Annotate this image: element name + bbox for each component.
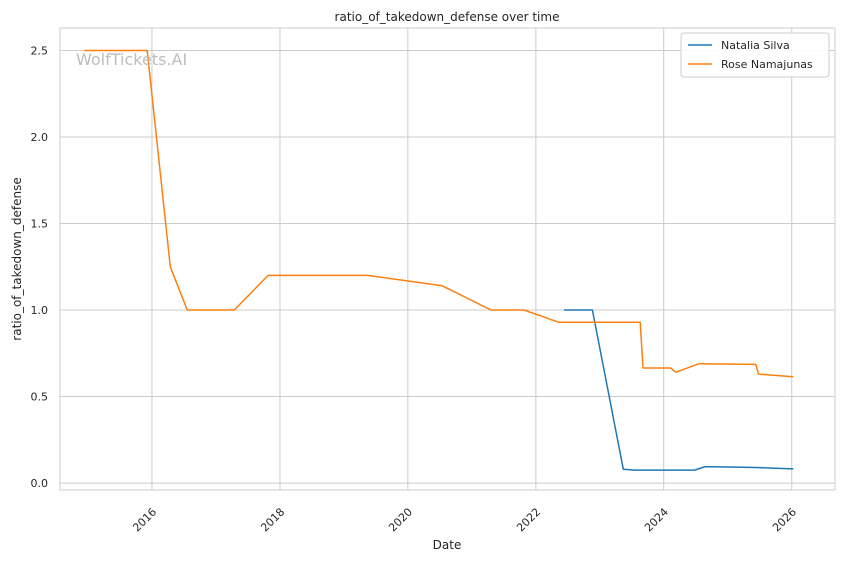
y-tick-label: 1.5: [31, 218, 49, 231]
x-tick-label: 2024: [642, 505, 671, 534]
x-tick-label: 2026: [770, 505, 799, 534]
watermark: WolfTickets.AI: [76, 50, 187, 69]
x-tick-labels: 2016 2018 2020 2022 2024 2026: [130, 505, 799, 534]
series-layer: [84, 49, 794, 471]
grid-lines: [60, 28, 835, 490]
x-tick-label: 2018: [258, 505, 287, 534]
x-tick-label: 2016: [130, 505, 159, 534]
legend-label-rose-namajunas: Rose Namajunas: [721, 58, 813, 71]
x-tick-label: 2022: [514, 505, 543, 534]
y-tick-label: 0.5: [31, 391, 49, 404]
y-axis-label: ratio_of_takedown_defense: [10, 177, 24, 340]
legend: Natalia Silva Rose Namajunas: [680, 32, 830, 78]
y-tick-label: 1.0: [31, 304, 49, 317]
legend-box: [680, 32, 830, 78]
x-axis-label: Date: [433, 538, 462, 552]
chart-title: ratio_of_takedown_defense over time: [335, 10, 560, 24]
y-tick-label: 2.0: [31, 131, 49, 144]
y-tick-label: 0.0: [31, 477, 49, 490]
x-tick-label: 2020: [386, 505, 415, 534]
y-tick-labels: 0.0 0.5 1.0 1.5 2.0 2.5: [31, 44, 49, 490]
y-tick-label: 2.5: [31, 44, 49, 57]
plot-frame: [59, 27, 836, 491]
series-line-rose-namajunas: [84, 49, 794, 378]
legend-label-natalia-silva: Natalia Silva: [721, 39, 790, 52]
series-line-natalia-silva: [563, 309, 794, 471]
